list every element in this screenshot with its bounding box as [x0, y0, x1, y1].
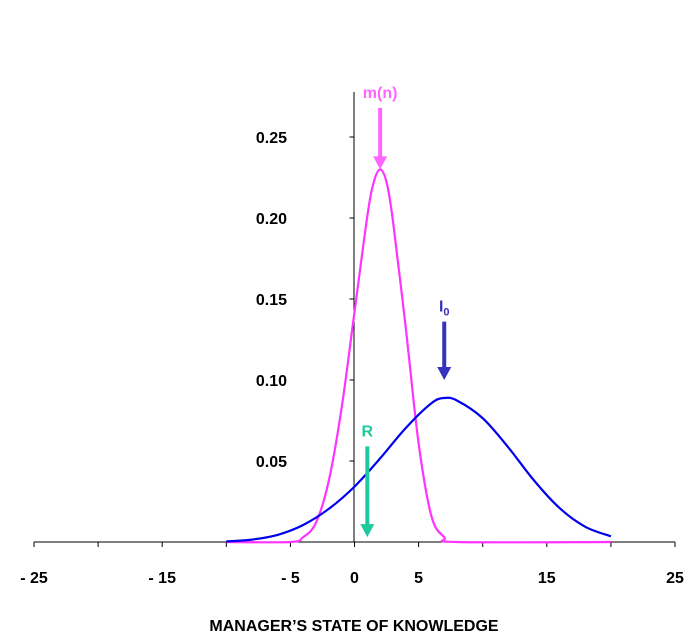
y-tick-label: 0.10	[256, 373, 287, 390]
y-tick-label: 0.25	[256, 130, 287, 147]
x-tick-label: - 15	[148, 570, 176, 587]
annotation-label: R	[362, 423, 374, 440]
series-lines	[226, 168, 612, 544]
x-tick-label: 25	[666, 570, 684, 587]
y-ticks	[349, 136, 355, 543]
annotation-1: m(n)	[363, 85, 398, 170]
x-tick-labels: - 25 - 15 - 5 0 5 15 25	[20, 570, 684, 587]
x-tick-label: - 5	[281, 570, 300, 587]
annotation-2: I0	[437, 299, 452, 380]
y-tick-label: 0.20	[256, 211, 287, 228]
y-tick-labels: 0.05 0.10 0.15 0.20 0.25	[256, 130, 287, 471]
annotation-label: I0	[439, 299, 450, 319]
y-tick-label: 0.05	[256, 454, 287, 471]
x-tick-label: 5	[414, 570, 423, 587]
y-tick-label: 0.15	[256, 292, 287, 309]
annotations: m(n) I0 R	[360, 85, 452, 538]
series-line-2	[226, 396, 612, 543]
series-line-1	[226, 168, 611, 544]
x-axis-title: MANAGER’S STATE OF KNOWLEDGE	[209, 618, 499, 635]
x-tick-label: 15	[538, 570, 556, 587]
annotation-3: R	[360, 423, 375, 538]
annotation-arrow-head	[437, 367, 452, 380]
annotation-label: m(n)	[363, 85, 398, 102]
annotation-arrow-head	[360, 524, 375, 538]
annotation-arrow-head	[373, 156, 388, 170]
x-tick-label: - 25	[20, 570, 48, 587]
x-tick-label: 0	[350, 570, 359, 587]
